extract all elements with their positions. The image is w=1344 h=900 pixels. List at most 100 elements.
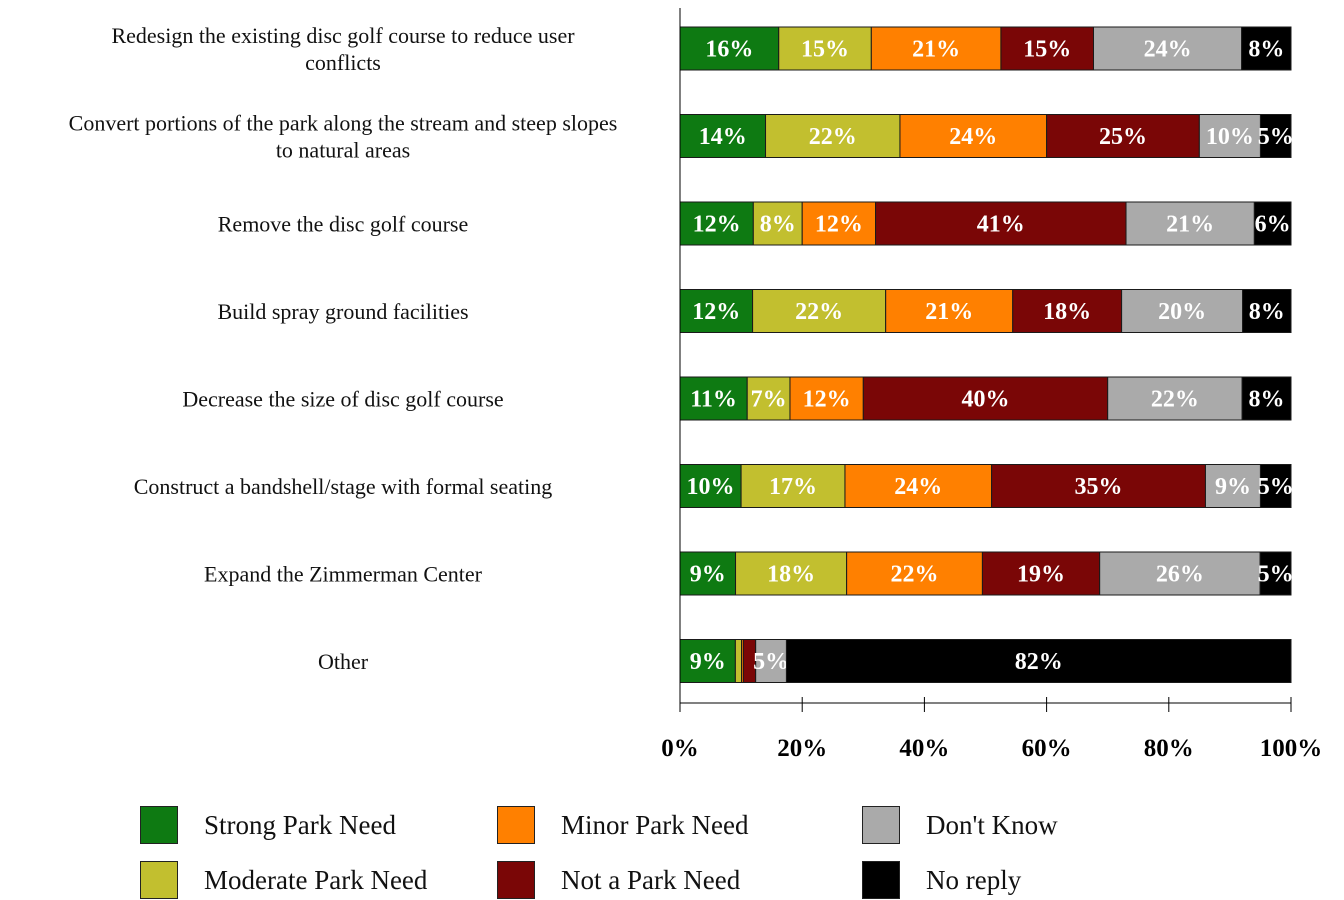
legend-label: Strong Park Need — [204, 809, 396, 840]
data-label: 10% — [687, 474, 735, 500]
data-label: 5% — [753, 649, 789, 675]
bar-segment — [1241, 26, 1292, 71]
legend-item: Moderate Park Need — [140, 861, 427, 899]
bar-segment — [679, 376, 748, 421]
data-label: 15% — [1023, 37, 1071, 63]
legend-swatch — [862, 861, 900, 899]
data-label: 5% — [1258, 562, 1294, 588]
legend-swatch — [862, 806, 900, 844]
data-label: 8% — [1248, 37, 1284, 63]
bar-segment — [679, 26, 780, 71]
bar-segment — [1093, 26, 1243, 71]
data-label: 24% — [894, 474, 942, 500]
legend-swatch — [497, 861, 535, 899]
data-label: 21% — [912, 37, 960, 63]
data-label: 5% — [1258, 474, 1294, 500]
bar-segment — [1259, 464, 1292, 508]
data-label: 24% — [1144, 37, 1192, 63]
bar-segment — [1099, 551, 1261, 596]
bar-segment — [875, 201, 1127, 246]
category-label: Redesign the existing disc golf course t… — [111, 23, 575, 75]
legend-item: Minor Park Need — [497, 806, 748, 844]
bar-segment — [1046, 114, 1200, 158]
data-label: 18% — [767, 562, 815, 588]
data-label: 18% — [1043, 299, 1091, 325]
data-label: 12% — [815, 212, 863, 238]
data-label: 12% — [693, 212, 741, 238]
data-label: 9% — [690, 562, 726, 588]
category-labels-group: Redesign the existing disc golf course t… — [69, 23, 618, 674]
bar-segment — [1125, 201, 1255, 246]
data-label: 20% — [1158, 299, 1206, 325]
data-label: 9% — [690, 649, 726, 675]
x-tick-label: 0% — [661, 735, 699, 762]
legend-label: Moderate Park Need — [204, 864, 428, 895]
data-label: 40% — [962, 387, 1010, 413]
bar-segment — [1259, 551, 1292, 596]
x-tick-label: 40% — [899, 735, 949, 762]
data-label: 8% — [1249, 387, 1285, 413]
legend-item: No reply — [862, 861, 1021, 899]
data-label: 22% — [1151, 387, 1199, 413]
legend-swatch — [140, 806, 178, 844]
legend-label: Don't Know — [926, 809, 1058, 840]
data-label: 82% — [1015, 649, 1063, 675]
stacked-bar-chart: 16% 15% 21% 15% 24% 8%14% 22% 24% 25% 10% 5%12% 8% 1… — [69, 8, 1322, 762]
category-label: Other — [318, 649, 369, 674]
legend-swatch — [140, 861, 178, 899]
bar-segment — [1253, 201, 1292, 246]
bar-segment — [785, 639, 1292, 683]
data-label: 8% — [1249, 299, 1285, 325]
data-label: 12% — [692, 299, 740, 325]
bar-segment — [755, 639, 787, 683]
bar-segment — [1259, 114, 1292, 158]
data-label: 6% — [1255, 212, 1291, 238]
legend-item: Don't Know — [862, 806, 1058, 844]
bar-segment — [679, 639, 736, 683]
data-label: 11% — [690, 387, 737, 413]
bar-segment — [1121, 289, 1244, 333]
bar-segment — [679, 551, 737, 596]
category-label: Decrease the size of disc golf course — [182, 387, 503, 412]
data-label: 14% — [699, 124, 747, 150]
x-tick-label: 60% — [1022, 735, 1072, 762]
data-label: 15% — [801, 37, 849, 63]
bar-segment — [846, 551, 983, 596]
bar-segment — [752, 289, 887, 333]
data-label: 10% — [1206, 124, 1254, 150]
bar-segment — [1012, 289, 1123, 333]
data-label: 25% — [1099, 124, 1147, 150]
bar-segment — [981, 551, 1101, 596]
data-label: 41% — [977, 212, 1025, 238]
data-label: 12% — [803, 387, 851, 413]
bars-group: 16% 15% 21% 15% 24% 8%14% 22% 24% 25% 10% 5%12% 8% 1… — [679, 26, 1294, 683]
x-axis: 0% 20% 40% 60% 80% 100% — [661, 8, 1322, 762]
data-label: 22% — [795, 299, 843, 325]
bar-segment — [679, 114, 767, 158]
data-label: 9% — [1215, 474, 1251, 500]
x-tick-label: 100% — [1260, 735, 1323, 762]
bar-segment — [870, 26, 1002, 71]
data-label: 5% — [1258, 124, 1294, 150]
bar-segment — [679, 464, 742, 508]
legend-swatch — [497, 806, 535, 844]
bar-segment — [1241, 376, 1292, 421]
legend-item: Not a Park Need — [497, 861, 740, 899]
data-label: 17% — [769, 474, 817, 500]
bar-segment — [1242, 289, 1292, 333]
data-label: 22% — [891, 562, 939, 588]
category-label: Build spray ground facilities — [217, 299, 468, 324]
bar-segment — [862, 376, 1109, 421]
category-label: Remove the disc golf course — [218, 212, 469, 237]
category-label: Convert portions of the park along the s… — [69, 111, 618, 163]
legend-item: Strong Park Need — [140, 806, 396, 844]
data-label: 8% — [760, 212, 796, 238]
bar-segment — [1204, 464, 1261, 508]
bar-segment — [734, 639, 743, 683]
bar-segment — [1107, 376, 1243, 421]
bar-segment — [679, 201, 754, 246]
data-label: 21% — [1166, 212, 1214, 238]
x-tick-label: 20% — [777, 735, 827, 762]
bar-segment — [899, 114, 1048, 158]
bar-segment — [735, 551, 848, 596]
